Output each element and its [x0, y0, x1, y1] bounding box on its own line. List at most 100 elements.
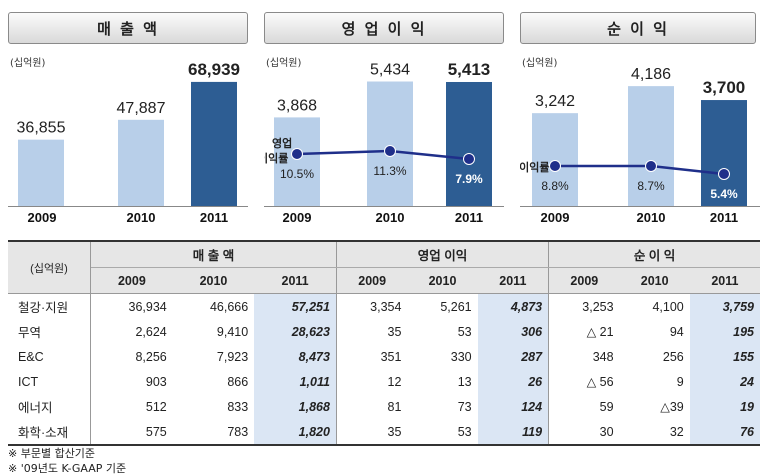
table-cell: 3,354 — [370, 299, 402, 314]
table-cell: 53 — [457, 324, 472, 339]
table-row: 화학·소재 575 783 1,820 35 53 119 30 32 76 — [8, 419, 760, 446]
table-cell: 36,934 — [128, 299, 167, 314]
bar-value-label: 5,413 — [448, 60, 491, 79]
table-cell: 1,820 — [254, 419, 337, 446]
chart-unit-label: (십억원) — [266, 58, 302, 69]
x-tick-label: 2011 — [455, 210, 483, 225]
x-tick-label: 2009 — [541, 210, 570, 225]
margin-value-label: 5.4% — [710, 187, 738, 201]
margin-value-label: 10.5% — [280, 167, 314, 181]
table-row-label: ICT — [8, 369, 91, 394]
bar — [446, 81, 492, 206]
table-year-header: 2010 — [619, 267, 690, 294]
bar — [367, 81, 413, 206]
bar-value-label: 3,242 — [535, 93, 575, 110]
table-cell: 28,623 — [254, 319, 337, 344]
table-cell: △39 — [660, 400, 684, 414]
table-row-label: 철강·지원 — [8, 293, 91, 319]
table-cell: 351 — [380, 349, 402, 364]
chart-panel-sales: 매 출 액 (십억원) 36,855 2009 47,887 2010 68,939 20… — [8, 0, 258, 232]
table-cell: 9 — [676, 374, 684, 389]
table-row-label: 에너지 — [8, 394, 91, 419]
x-tick-label: 2009 — [283, 210, 312, 225]
table-year-header: 2011 — [689, 267, 760, 294]
table-row: E&C 8,256 7,923 8,473 351 330 287 348 256 155 — [8, 344, 760, 369]
table-cell: 195 — [689, 319, 760, 344]
x-tick-label: 2010 — [637, 210, 666, 225]
chart-title-operating-income: 영 업 이 익 — [264, 12, 504, 44]
table-cell: 512 — [145, 399, 167, 414]
chart-svg-sales: 36,855 2009 47,887 2010 68,939 2011 — [8, 60, 248, 225]
table-cell: 94 — [669, 324, 684, 339]
margin-point — [718, 168, 730, 180]
margin-value-label: 11.3% — [373, 164, 406, 178]
chart-svg-operating-income: 3,868 2009 5,434 2010 5,413 2011 10.5% 11.3% 7.9… — [264, 60, 504, 225]
table-row: ICT 903 866 1,011 12 13 26 △ 56 9 24 — [8, 369, 760, 394]
chart-panel-operating-income: 영 업 이 익 (십억원) 3,868 2009 5,434 2010 5,413 201… — [264, 0, 514, 232]
bar — [191, 81, 237, 206]
x-tick-label: 2010 — [127, 210, 156, 225]
x-tick-label: 2009 — [28, 210, 57, 225]
table-row-label: 무역 — [8, 319, 91, 344]
segment-table: (십억원) 매 출 액 영업 이익 순 이 익 2009 2010 2011 2… — [8, 240, 760, 446]
table-cell: 57,251 — [254, 293, 337, 319]
table-cell: 76 — [689, 419, 760, 446]
table-cell: 3,253 — [582, 299, 614, 314]
footnote: ※ '09년도 K-GAAP 기준 — [8, 462, 127, 475]
table-row: 무역 2,624 9,410 28,623 35 53 306 △ 21 94 195 — [8, 319, 760, 344]
bar — [274, 117, 320, 206]
table-group-header: 매 출 액 — [90, 240, 337, 268]
margin-point — [463, 153, 475, 165]
table-cell: 59 — [599, 399, 614, 414]
chart-unit-label: (십억원) — [522, 58, 558, 69]
table-row-label: E&C — [8, 344, 91, 369]
table-year-header: 2011 — [477, 267, 550, 294]
margin-point — [384, 145, 396, 157]
x-tick-label: 2011 — [710, 210, 738, 225]
x-tick-label: 2010 — [376, 210, 405, 225]
margin-point — [549, 160, 561, 172]
table-cell: 287 — [477, 344, 550, 369]
bar — [701, 100, 747, 206]
table-cell: 833 — [227, 399, 249, 414]
table-cell: 575 — [90, 419, 173, 446]
chart-panel-net-income: 순 이 익 (십억원) 3,242 2009 4,186 2010 3,700 2011 8… — [520, 0, 763, 232]
x-tick-label: 2011 — [200, 210, 228, 225]
table-cell: 4,100 — [652, 299, 684, 314]
bar-value-label: 47,887 — [117, 100, 166, 117]
chart-unit-label: (십억원) — [10, 58, 46, 69]
bar — [628, 86, 674, 206]
table-cell: 81 — [387, 399, 402, 414]
table-cell: 783 — [172, 419, 255, 446]
margin-value-label: 8.7% — [637, 179, 665, 193]
table-row-label: 화학·소재 — [8, 419, 91, 446]
table-cell: 8,256 — [135, 349, 167, 364]
bar — [118, 119, 164, 206]
table-cell: 4,873 — [477, 293, 550, 319]
table-cell: 19 — [689, 394, 760, 419]
table-cell: 7,923 — [216, 349, 249, 364]
table-body: 철강·지원 36,934 46,666 57,251 3,354 5,261 4,873 3,… — [8, 293, 760, 446]
table-cell: 73 — [457, 399, 472, 414]
table-cell: △ 56 — [586, 375, 614, 389]
margin-point — [291, 148, 303, 160]
table-cell: 26 — [477, 369, 550, 394]
bar — [532, 113, 578, 206]
table-row: 철강·지원 36,934 46,666 57,251 3,354 5,261 4,873 3,… — [8, 293, 760, 319]
margin-value-label: 8.8% — [541, 179, 569, 193]
chart-svg-net-income: 3,242 2009 4,186 2010 3,700 2011 8.8% 8.7% 5.4% 순… — [520, 66, 760, 225]
table-cell: 119 — [477, 419, 550, 446]
bar-value-label: 68,939 — [188, 60, 240, 79]
table-cell: 32 — [619, 419, 690, 446]
table-year-header: 2009 — [336, 267, 408, 294]
table-cell: 2,624 — [135, 324, 167, 339]
chart-title-net-income: 순 이 익 — [520, 12, 756, 44]
table-cell: 24 — [689, 369, 760, 394]
table-cell: 330 — [450, 349, 472, 364]
bar-value-label: 3,868 — [277, 97, 317, 114]
table-cell: 53 — [407, 419, 478, 446]
table-cell: 866 — [227, 374, 249, 389]
table-row: 에너지 512 833 1,868 81 73 124 59 △39 19 — [8, 394, 760, 419]
series-name-label: 이익률 — [264, 151, 288, 165]
series-name-label: 영업 — [272, 137, 292, 150]
